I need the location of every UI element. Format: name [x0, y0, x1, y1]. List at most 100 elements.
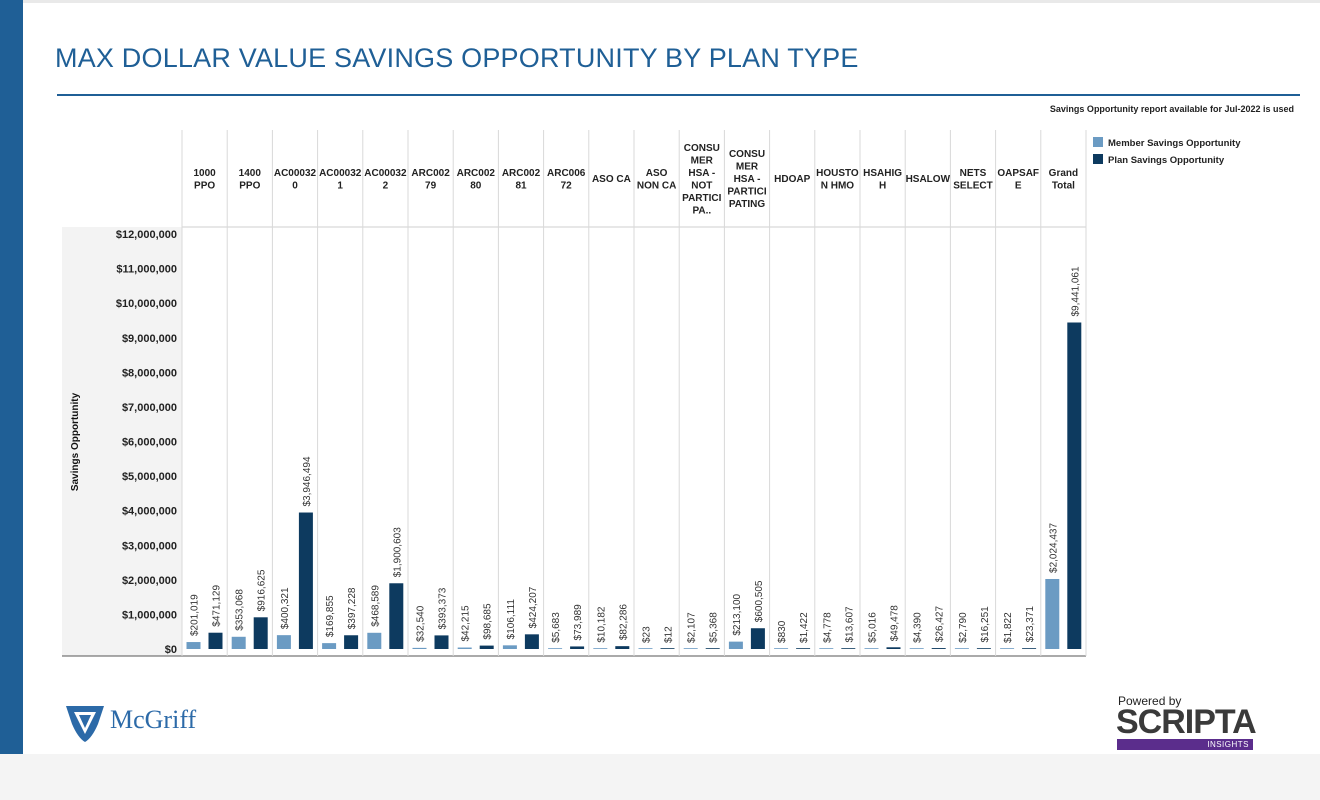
plan-value-label: $12 [664, 626, 675, 643]
plan-value-label: $26,427 [935, 606, 946, 643]
plan-value-label: $397,228 [347, 587, 358, 629]
member-value-label: $400,321 [280, 587, 291, 629]
plan-value-label: $916,625 [257, 569, 268, 611]
category-label: AC00032 2 [364, 168, 407, 192]
member-bar [367, 632, 382, 649]
category-label: HDOAP [774, 174, 810, 185]
category-label-line: HSALOW [906, 174, 951, 185]
member-bar [548, 648, 563, 649]
category-label: 1400 PPO [239, 168, 262, 192]
plan-value-label: $5,368 [709, 612, 720, 643]
y-tick-label: $6,000,000 [122, 437, 177, 449]
category-label-line: ASO [646, 168, 668, 179]
category-label: ARC002 81 [502, 168, 541, 192]
member-value-label: $201,019 [190, 594, 201, 636]
y-tick-label: $5,000,000 [122, 471, 177, 483]
legend-swatch-plan [1093, 154, 1103, 164]
slide: MAX DOLLAR VALUE SAVINGS OPPORTUNITY BY … [0, 0, 1320, 754]
member-bar [457, 647, 472, 649]
category-label-line: ARC006 [547, 168, 586, 179]
category-label-line: ASO CA [592, 174, 631, 185]
plan-value-label: $600,505 [754, 580, 765, 622]
member-value-label: $2,024,437 [1048, 523, 1059, 573]
y-tick-label: $12,000,000 [116, 229, 177, 241]
plan-value-label: $424,207 [528, 586, 539, 628]
mcgriff-logo-text: McGriff [110, 705, 197, 734]
category-label: AC00032 0 [274, 168, 317, 192]
report-note: Savings Opportunity report available for… [1049, 104, 1294, 114]
category-label-line: Total [1052, 180, 1075, 191]
member-value-label: $830 [777, 620, 788, 643]
member-bar [1000, 648, 1015, 649]
category-label-line: CONSU [729, 149, 765, 160]
plan-bar [841, 648, 856, 649]
category-label-line: PPO [239, 180, 260, 191]
category-label-line: PA.. [692, 205, 711, 216]
page-title: MAX DOLLAR VALUE SAVINGS OPPORTUNITY BY … [55, 43, 859, 73]
category-label-line: NON CA [637, 180, 676, 191]
plan-bar [524, 634, 539, 649]
category-label: ASO CA [592, 174, 631, 185]
category-label: CONSU MER HSA - PARTICI PATING [727, 149, 766, 210]
plan-bar [886, 647, 901, 649]
plan-value-label: $1,422 [799, 612, 810, 643]
category-label-line: PPO [194, 180, 215, 191]
category-label-line: 2 [383, 180, 389, 191]
category-label-line: 1400 [239, 168, 262, 179]
y-tick-label: $3,000,000 [122, 540, 177, 552]
y-tick-label: $4,000,000 [122, 506, 177, 518]
plan-value-label: $3,946,494 [302, 456, 313, 506]
plan-bar [570, 646, 585, 649]
plan-value-label: $98,685 [483, 603, 494, 640]
y-tick-label: $11,000,000 [116, 264, 177, 276]
member-bar [502, 645, 517, 649]
insights-text: INSIGHTS [1207, 740, 1249, 749]
member-value-label: $169,855 [325, 595, 336, 637]
plan-bar [976, 648, 991, 649]
member-bar [1045, 578, 1060, 649]
title-rule [57, 94, 1300, 96]
category-label-line: SELECT [953, 180, 992, 191]
member-bar [231, 636, 246, 649]
insights-band: INSIGHTS [1117, 739, 1253, 750]
category-label-line: H [879, 180, 886, 191]
plan-bar [660, 648, 675, 649]
plan-bar [931, 648, 946, 649]
member-bar [864, 648, 879, 649]
legend-label-plan: Plan Savings Opportunity [1108, 155, 1225, 166]
plan-bar [1022, 648, 1037, 649]
category-label-line: MER [736, 162, 759, 173]
category-label-line: 81 [515, 180, 527, 191]
plan-value-label: $9,441,061 [1070, 266, 1081, 316]
plan-value-label: $23,371 [1025, 606, 1036, 643]
left-accent-bar [0, 0, 23, 754]
member-value-label: $5,683 [551, 612, 562, 643]
y-tick-label: $10,000,000 [116, 298, 177, 310]
plan-bar [750, 628, 765, 649]
member-value-label: $10,182 [596, 606, 607, 643]
category-label-line: ARC002 [502, 168, 541, 179]
y-axis-band [62, 227, 182, 656]
category-label-line: HOUSTO [816, 168, 859, 179]
category-label-line: AC00032 [274, 168, 317, 179]
plan-bar [253, 617, 268, 649]
category-label: 1000 PPO [193, 168, 216, 192]
plan-bar [434, 635, 449, 649]
category-label-line: N HMO [821, 180, 855, 191]
category-label: ARC006 72 [547, 168, 586, 192]
category-label-line: ARC002 [457, 168, 496, 179]
plan-value-label: $16,251 [980, 606, 991, 643]
plan-bar [705, 648, 720, 649]
y-tick-label: $1,000,000 [122, 609, 177, 621]
category-label-line: PARTICI [682, 193, 721, 204]
y-axis-title: Savings Opportunity [70, 392, 81, 491]
member-bar [819, 648, 834, 649]
y-tick-label: $8,000,000 [122, 367, 177, 379]
member-bar [909, 648, 924, 649]
member-bar [774, 648, 789, 649]
plan-bar [615, 646, 630, 649]
y-tick-label: $9,000,000 [122, 333, 177, 345]
category-label: AC00032 1 [319, 168, 362, 192]
y-tick-label: $0 [165, 644, 177, 656]
plan-value-label: $1,900,603 [392, 527, 403, 577]
